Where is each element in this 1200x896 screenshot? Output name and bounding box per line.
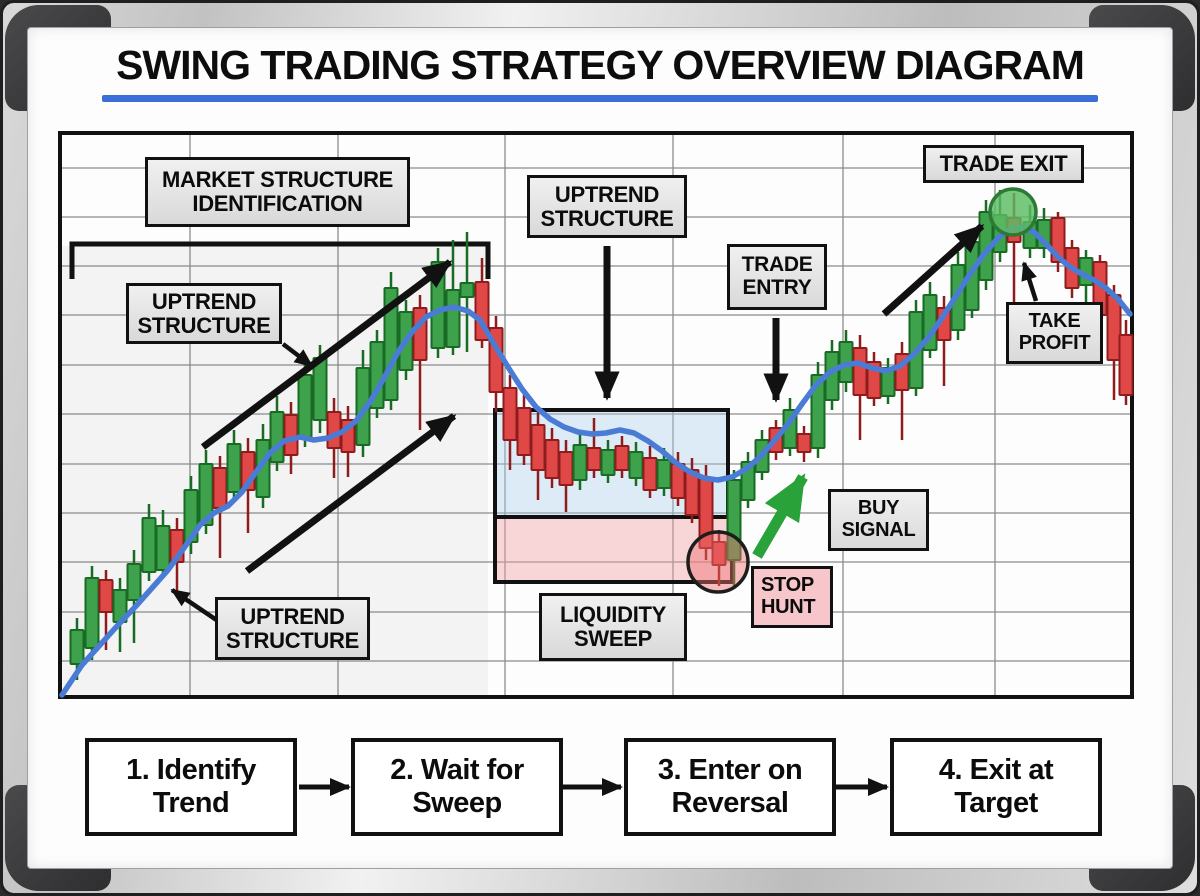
label-uptrend-structure-middle: UPTREND STRUCTURE	[527, 175, 687, 238]
buy-signal-arrow	[752, 473, 808, 559]
stop-hunt-circle	[686, 530, 750, 594]
step-wait-for-sweep: 2. Wait for Sweep	[351, 738, 563, 836]
label-line: ENTRY	[742, 276, 812, 299]
step-identify-trend: 1. Identify Trend	[85, 738, 297, 836]
label-line: TRADE	[741, 253, 813, 277]
step-exit-at-target: 4. Exit at Target	[890, 738, 1102, 836]
take-profit-pointer	[1021, 261, 1039, 302]
label-line: PROFIT	[1018, 332, 1091, 354]
label-line: LIQUIDITY	[559, 602, 667, 628]
label-buy-signal: BUY SIGNAL	[828, 489, 929, 551]
moving-average-line	[59, 224, 1133, 698]
label-market-structure-identification: MARKET STRUCTURE IDENTIFICATION	[145, 157, 410, 227]
page-title: SWING TRADING STRATEGY OVERVIEW DIAGRAM	[116, 42, 1085, 88]
uptrend-label-pointer-1	[281, 342, 314, 368]
trade-exit-circle	[988, 187, 1038, 237]
label-line: MARKET STRUCTURE	[161, 167, 394, 193]
label-take-profit: TAKE PROFIT	[1006, 302, 1103, 364]
uptrend-arrow-1	[200, 259, 453, 450]
label-uptrend-structure-bottom: UPTREND STRUCTURE	[215, 597, 370, 660]
label-line: STRUCTURE	[226, 627, 359, 653]
label-line: IDENTIFICATION	[192, 191, 363, 216]
label-line: TRADE EXIT	[939, 151, 1068, 177]
label-line: UPTREND	[151, 288, 257, 314]
step-enter-on-reversal: 3. Enter on Reversal	[624, 738, 836, 836]
uptrend-arrow-2	[244, 413, 457, 574]
label-line: UPTREND	[554, 181, 660, 207]
step-line: 4. Exit at	[938, 753, 1054, 786]
label-line: SIGNAL	[841, 519, 916, 541]
label-line: STRUCTURE	[540, 205, 674, 231]
label-line: HUNT	[761, 596, 816, 618]
step-line: Trend	[152, 787, 230, 819]
trade-exit-arrow	[881, 223, 985, 317]
step-line: Reversal	[671, 787, 789, 819]
title-underline	[102, 95, 1098, 102]
label-line: UPTREND	[240, 603, 345, 629]
label-trade-entry: TRADE ENTRY	[727, 244, 827, 310]
label-trade-exit: TRADE EXIT	[923, 145, 1084, 183]
label-line: TAKE	[1028, 310, 1081, 333]
label-line: BUY	[857, 497, 900, 520]
uptrend-label-pointer-2	[170, 588, 220, 623]
market-structure-bracket	[69, 241, 491, 279]
label-uptrend-structure-left: UPTREND STRUCTURE	[126, 283, 282, 344]
label-liquidity-sweep: LIQUIDITY SWEEP	[539, 593, 687, 661]
label-line: STRUCTURE	[137, 312, 271, 338]
step-line: 1. Identify	[126, 753, 256, 786]
step-line: Target	[954, 787, 1038, 819]
step-line: 2. Wait for	[390, 753, 524, 786]
label-line: SWEEP	[574, 626, 652, 651]
step-line: 3. Enter on	[657, 753, 803, 786]
label-stop-hunt: STOP HUNT	[751, 566, 833, 628]
step-line: Sweep	[412, 787, 502, 819]
label-line: STOP	[761, 574, 814, 597]
